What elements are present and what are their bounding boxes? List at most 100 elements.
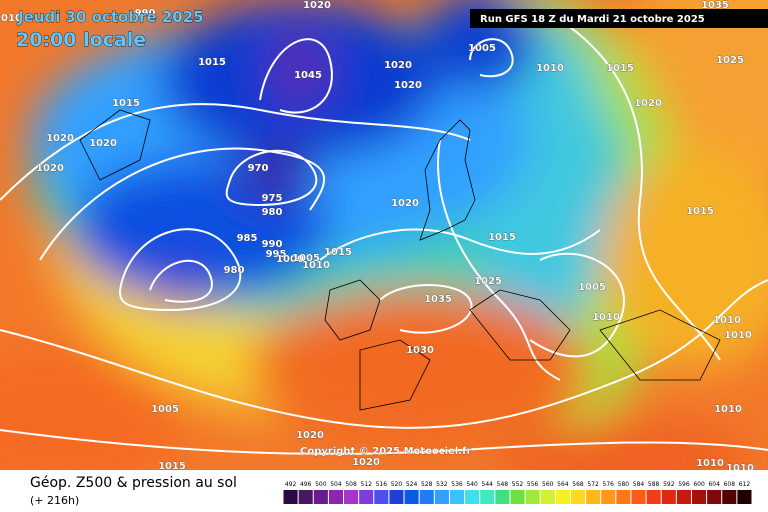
scale-swatch xyxy=(283,490,298,504)
scale-label: 520 xyxy=(391,481,403,488)
isobar-label: 1010 xyxy=(726,463,754,474)
scale-label: 560 xyxy=(542,481,554,488)
scale-swatch xyxy=(631,490,646,504)
isobar-label: 1015 xyxy=(606,63,634,74)
scale-label: 596 xyxy=(678,481,690,488)
forecast-lead: (+ 216h) xyxy=(30,494,79,507)
scale-swatch xyxy=(676,490,691,504)
scale-label: 508 xyxy=(345,481,357,488)
scale-swatch xyxy=(328,490,344,504)
isobar-label: 1015 xyxy=(198,57,226,68)
scale-label: 524 xyxy=(406,481,418,488)
scale-swatch xyxy=(555,490,570,504)
valid-date: Jeudi 30 octobre 2025 xyxy=(17,8,204,26)
scale-swatch xyxy=(525,490,540,504)
isobar-label: 1005 xyxy=(292,253,320,264)
scale-swatch xyxy=(722,490,737,504)
isobar-label: 1010 xyxy=(724,330,752,341)
isobar-label: 980 xyxy=(224,265,245,276)
isobar-label: 1005 xyxy=(468,43,496,54)
isobar-label: 1010 xyxy=(714,404,742,415)
scale-swatch xyxy=(465,490,480,504)
scale-label: 536 xyxy=(451,481,463,488)
isobar-label: 1020 xyxy=(352,457,380,468)
scale-label: 496 xyxy=(300,481,312,488)
scale-label: 568 xyxy=(572,481,584,488)
isobar-label: 1025 xyxy=(474,276,502,287)
scale-label: 612 xyxy=(739,481,751,488)
isobar-label: 1010 xyxy=(592,312,620,323)
isobar-label: 1015 xyxy=(686,206,714,217)
map-title: Géop. Z500 & pression au sol xyxy=(30,475,237,491)
color-scale: 492 496 500 504 508 512 516 520 524 528 532 536 540 5… xyxy=(283,481,752,504)
isobar-label: 1015 xyxy=(324,247,352,258)
map-field: 1020103599010101015104510201020100510101… xyxy=(0,0,768,474)
isobar-label: 990 xyxy=(135,8,156,19)
scale-label: 540 xyxy=(466,481,478,488)
run-banner xyxy=(470,9,768,28)
isobars xyxy=(0,19,768,455)
scale-swatch xyxy=(434,490,449,504)
scale-label: 492 xyxy=(285,481,297,488)
valid-time: 20:00 locale xyxy=(16,29,146,51)
scale-label: 600 xyxy=(693,481,705,488)
isobar-label: 985 xyxy=(237,233,258,244)
scale-swatch xyxy=(419,490,434,504)
scale-label: 512 xyxy=(360,481,372,488)
isobar-label: 1005 xyxy=(151,404,179,415)
isobar-label: 1025 xyxy=(716,55,744,66)
scale-label: 576 xyxy=(603,481,615,488)
isobar-label: 1015 xyxy=(158,461,186,472)
isobar-label: 1010 xyxy=(696,458,724,469)
isobar-label: 1020 xyxy=(391,198,419,209)
isobar-label: 1015 xyxy=(488,232,516,243)
scale-swatch xyxy=(359,490,374,504)
scale-label: 504 xyxy=(330,481,342,488)
scale-swatch xyxy=(691,490,707,504)
isobar-label: 1010 xyxy=(713,315,741,326)
scale-swatch xyxy=(646,490,661,504)
isobar-label: 995 xyxy=(266,249,287,260)
scale-label: 592 xyxy=(663,481,675,488)
scale-label: 608 xyxy=(724,481,736,488)
scale-swatch xyxy=(601,490,616,504)
scale-swatch xyxy=(661,490,676,504)
scale-swatch xyxy=(540,490,555,504)
scale-swatch xyxy=(313,490,328,504)
scale-swatch xyxy=(389,490,404,504)
isobar-label: 1010 xyxy=(302,260,330,271)
scale-swatch xyxy=(707,490,722,504)
isobar-label: 990 xyxy=(262,239,283,250)
coastlines xyxy=(79,109,721,411)
isobar-label: 1000 xyxy=(276,254,304,265)
isobar-label: 1030 xyxy=(406,345,434,356)
isobar-label: 975 xyxy=(262,193,283,204)
isobar-label: 1020 xyxy=(36,163,64,174)
isobar-label: 1020 xyxy=(89,138,117,149)
isobar-label: 1020 xyxy=(46,133,74,144)
scale-swatch xyxy=(298,490,313,504)
scale-label: 584 xyxy=(633,481,645,488)
isobar-label: 1020 xyxy=(634,98,662,109)
scale-label: 552 xyxy=(512,481,524,488)
copyright: Copyright © 2025 Meteociel.fr xyxy=(300,446,471,457)
scale-label: 588 xyxy=(648,481,660,488)
scale-swatch xyxy=(495,490,510,504)
scale-swatch xyxy=(616,490,631,504)
scale-swatch xyxy=(480,490,495,504)
scale-swatch xyxy=(374,490,389,504)
scale-label: 564 xyxy=(557,481,569,488)
scale-label: 528 xyxy=(421,481,433,488)
scale-label: 580 xyxy=(618,481,630,488)
isobar-label: 1035 xyxy=(424,294,452,305)
isobar-label: 1015 xyxy=(112,98,140,109)
scale-swatch xyxy=(570,490,586,504)
scale-label: 604 xyxy=(708,481,720,488)
isobar-label: 1010 xyxy=(0,13,22,24)
isobar-label: 1020 xyxy=(296,430,324,441)
isobar-label: 1020 xyxy=(394,80,422,91)
scale-swatch xyxy=(449,490,465,504)
run-info: Run GFS 18 Z du Mardi 21 octobre 2025 xyxy=(480,14,705,25)
isobar-label: 1020 xyxy=(303,0,331,11)
